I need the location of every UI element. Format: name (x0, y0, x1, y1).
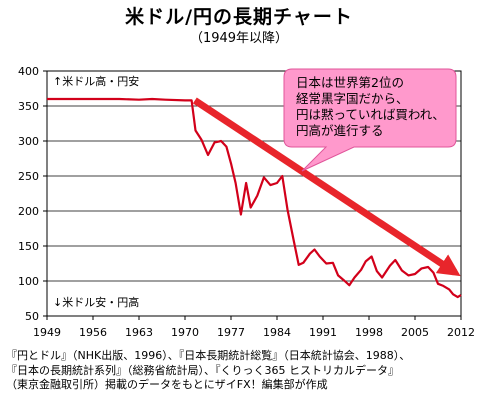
source-note: 『円とドル』（NHK出版、1996）、『日本長期統計総覧』（日本統計協会、198… (6, 349, 476, 393)
y-tick-label: 50 (25, 310, 39, 323)
source-line: 『日本の長期統計系列』（総務省統計局）、『くりっく365 ヒストリカルデータ』 (6, 363, 399, 377)
x-tick-label: 1977 (217, 326, 245, 339)
y-tick-label: 250 (18, 170, 39, 183)
callout-text-line: 円高が進行する (296, 123, 384, 138)
x-tick-label: 1991 (309, 326, 337, 339)
y-tick-label: 300 (18, 135, 39, 148)
source-line: （東京金融取引所）掲載のデータをもとにザイFX！編集部が作成 (6, 378, 328, 391)
y-tick-label: 350 (18, 100, 39, 113)
callout-text-line: 経常黒字国だから、 (296, 91, 409, 106)
x-tick-label: 1963 (125, 326, 153, 339)
y-tick-label: 100 (18, 275, 39, 288)
usd-jpy-long-term-chart: 50 100 150 200 250 300 350 400 1949 1956 1963 1970 1… (18, 65, 475, 339)
y-tick-label: 400 (18, 65, 39, 78)
chart-title: 米ドル/円の長期チャート (125, 6, 353, 28)
x-tick-label: 1970 (171, 326, 199, 339)
x-tick-label: 1956 (79, 326, 107, 339)
source-line: 『円とドル』（NHK出版、1996）、『日本長期統計総覧』（日本統計協会、198… (6, 349, 411, 362)
trend-arrow (192, 97, 461, 277)
x-tick-label: 1984 (263, 326, 291, 339)
callout-shape (283, 68, 457, 172)
x-tick-label: 2012 (447, 326, 475, 339)
y-tick-label: 200 (18, 205, 39, 218)
usd-jpy-series-line (47, 97, 462, 299)
x-tick-label: 2005 (401, 326, 429, 339)
callout-text-line: 円は黙っていれば買われ、 (296, 107, 445, 122)
y-tick-label: 150 (18, 240, 39, 253)
callout-text-line: 日本は世界第2位の (296, 75, 404, 90)
x-tick-label: 1998 (355, 326, 383, 339)
axis-annotation-bottom: ↓米ドル安・円高 (53, 295, 139, 309)
x-tick-label: 1949 (33, 326, 61, 339)
axis-annotation-top: ↑米ドル高・円安 (53, 74, 139, 88)
chart-subtitle: （1949年以降） (189, 31, 289, 46)
